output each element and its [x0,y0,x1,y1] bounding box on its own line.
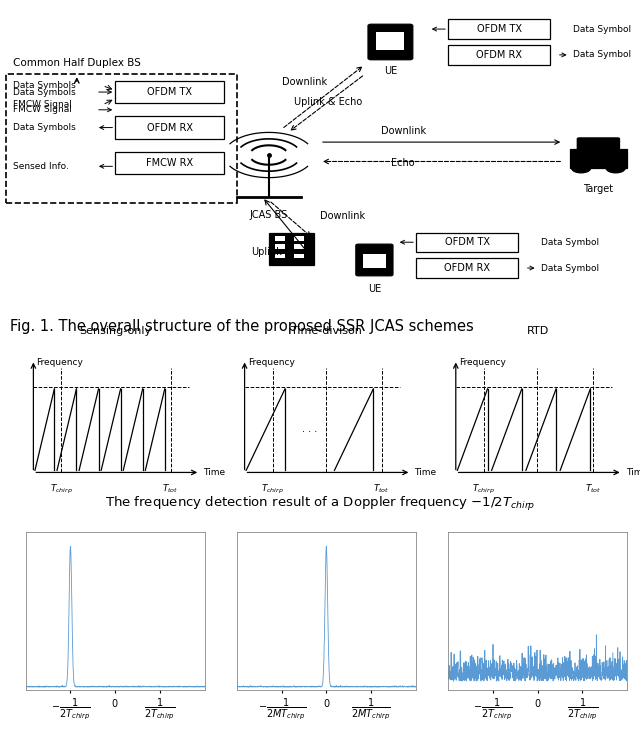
FancyBboxPatch shape [416,233,518,252]
Text: $T_{tot}$: $T_{tot}$ [163,483,179,495]
Text: Target: Target [583,184,614,194]
Text: Sensed Info.: Sensed Info. [13,161,68,171]
Text: OFDM RX: OFDM RX [476,50,522,60]
Text: Common Half Duplex BS: Common Half Duplex BS [13,58,141,68]
Text: FMCW Signal: FMCW Signal [13,101,72,109]
Text: OFDM TX: OFDM TX [445,237,490,247]
Text: Frequency: Frequency [459,357,506,366]
FancyBboxPatch shape [294,244,304,249]
FancyBboxPatch shape [115,81,224,103]
FancyBboxPatch shape [6,74,237,203]
Text: Downlink: Downlink [381,126,426,136]
Text: $T_{chirp}$: $T_{chirp}$ [50,483,73,496]
FancyBboxPatch shape [115,116,224,139]
Text: Data Symbols: Data Symbols [13,123,76,132]
FancyBboxPatch shape [269,233,314,265]
Text: Downlink: Downlink [282,77,327,87]
Text: OFDM RX: OFDM RX [147,123,193,133]
Text: OFDM TX: OFDM TX [147,87,192,97]
FancyBboxPatch shape [416,258,518,277]
Text: Frequency: Frequency [248,357,294,366]
Text: $T_{tot}$: $T_{tot}$ [374,483,390,495]
Text: UE: UE [384,66,397,76]
Text: Uplink: Uplink [251,247,282,257]
Text: Time: Time [626,468,640,477]
Text: Data Symbol: Data Symbol [541,264,599,272]
Text: FMCW Signal: FMCW Signal [13,105,72,115]
FancyBboxPatch shape [448,46,550,65]
Text: Time: Time [204,468,225,477]
Text: FMCW RX: FMCW RX [146,158,193,168]
FancyBboxPatch shape [570,148,627,168]
Text: Data Symbol: Data Symbol [573,51,631,59]
FancyBboxPatch shape [115,152,224,175]
Text: UE: UE [368,284,381,294]
FancyBboxPatch shape [275,236,285,241]
FancyBboxPatch shape [275,253,285,258]
Text: $T_{tot}$: $T_{tot}$ [585,483,601,495]
Text: Frequency: Frequency [36,357,83,366]
FancyBboxPatch shape [294,236,304,241]
Text: $T_{chirp}$: $T_{chirp}$ [261,483,284,496]
Text: Data Symbol: Data Symbol [541,238,599,247]
Text: Data Symbols: Data Symbols [13,81,76,90]
FancyBboxPatch shape [376,32,404,50]
Text: . . .: . . . [302,424,317,434]
Text: Sensing-only: Sensing-only [79,326,151,336]
FancyBboxPatch shape [577,138,620,153]
Text: RTD: RTD [527,326,548,336]
Text: Time: Time [415,468,436,477]
Circle shape [606,163,625,172]
FancyBboxPatch shape [363,253,386,268]
FancyBboxPatch shape [368,24,413,59]
FancyBboxPatch shape [356,244,393,276]
FancyBboxPatch shape [294,253,304,258]
Text: Downlink: Downlink [320,211,365,222]
Text: Time-divison: Time-divison [291,326,362,336]
Text: Echo: Echo [392,158,415,168]
Text: OFDM RX: OFDM RX [444,263,490,273]
Text: Data Symbols: Data Symbols [13,87,76,97]
Text: The frequency detection result of a Doppler frequency $-1/2T_{chirp}$: The frequency detection result of a Dopp… [105,495,535,512]
Text: $T_{chirp}$: $T_{chirp}$ [472,483,495,496]
Text: JCAS BS: JCAS BS [250,210,288,220]
Text: OFDM TX: OFDM TX [477,24,522,34]
Text: Data Symbol: Data Symbol [573,24,631,34]
FancyBboxPatch shape [448,19,550,39]
Text: Uplink & Echo: Uplink & Echo [294,97,363,106]
FancyBboxPatch shape [275,244,285,249]
Text: Fig. 1. The overall structure of the proposed SSR JCAS schemes: Fig. 1. The overall structure of the pro… [10,319,474,334]
Circle shape [572,163,591,172]
